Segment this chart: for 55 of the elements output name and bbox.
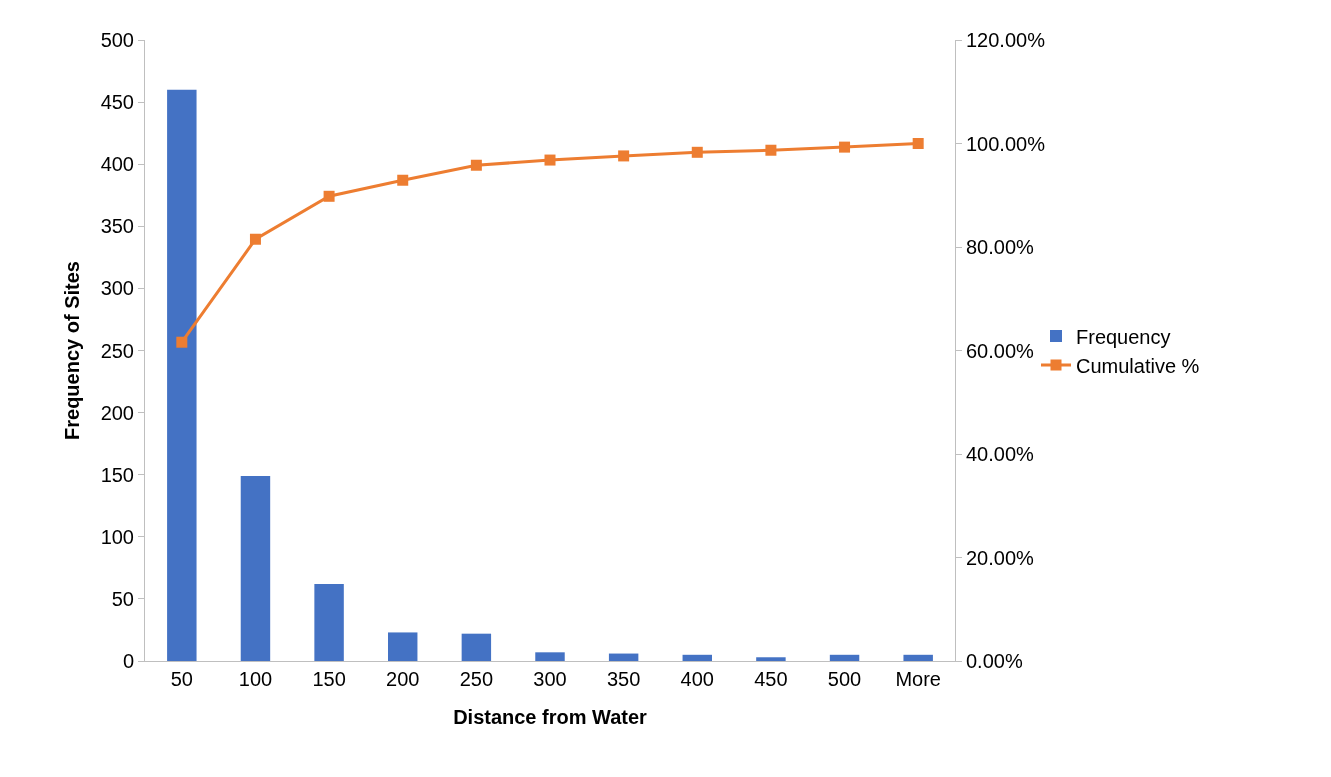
x-tick-label: 350	[606, 668, 641, 690]
x-tick-label: 500	[827, 668, 862, 690]
bar	[461, 633, 492, 661]
y-tick-label: 250	[100, 339, 134, 362]
x-tick-label: 50	[170, 668, 193, 690]
point	[176, 336, 188, 348]
bar	[388, 632, 418, 661]
bar	[756, 657, 786, 661]
x-tick-label: 250	[459, 668, 494, 690]
bar	[682, 654, 712, 661]
y2-tick-label: 100.00%	[966, 132, 1046, 155]
point	[765, 144, 777, 156]
bar	[240, 475, 271, 661]
y-tick-label: 350	[100, 215, 134, 238]
x-tick-label: 100	[238, 668, 273, 690]
x-tick-label: 150	[312, 668, 346, 690]
point	[397, 174, 409, 186]
bar	[829, 654, 860, 661]
y-tick-label: 450	[100, 91, 134, 114]
x-tick-label: 300	[533, 668, 567, 690]
x-tick-label: 200	[386, 668, 420, 690]
point	[691, 146, 703, 158]
point	[544, 154, 556, 166]
bar	[608, 653, 639, 661]
legend-label: Cumulative %	[1076, 354, 1200, 377]
y2-tick-label: 60.00%	[966, 339, 1035, 362]
point	[912, 138, 924, 149]
y2-tick-label: 40.00%	[966, 443, 1035, 465]
y-tick-label: 150	[100, 463, 134, 486]
point	[470, 159, 482, 171]
legend-label: Frequency	[1076, 325, 1171, 348]
y2-tick-label: 80.00%	[966, 236, 1035, 258]
y2-tick-label: 20.00%	[966, 546, 1035, 569]
bar	[314, 584, 344, 661]
bar	[903, 654, 933, 661]
y-tick-label: 500	[100, 29, 134, 51]
y-tick-label: 100	[100, 525, 134, 548]
x-tick-label: 450	[754, 668, 788, 690]
x-tick-label: More	[895, 668, 941, 690]
bar	[535, 652, 565, 661]
point	[839, 141, 851, 153]
y-axis-title: Frequency of Sites	[61, 261, 84, 440]
bar	[167, 89, 197, 661]
y2-tick-label: 120.00%	[966, 29, 1046, 51]
x-axis-title: Distance from Water	[453, 705, 648, 728]
y-tick-label: 300	[100, 277, 134, 300]
y-tick-label: 0	[122, 650, 134, 672]
point	[323, 190, 335, 202]
y-tick-label: 50	[111, 587, 134, 610]
x-tick-label: 400	[680, 668, 714, 690]
y-tick-label: 400	[100, 153, 134, 176]
y-tick-label: 200	[100, 401, 134, 424]
y2-tick-label: 0.00%	[966, 650, 1023, 672]
point	[249, 233, 261, 245]
point	[618, 150, 630, 162]
